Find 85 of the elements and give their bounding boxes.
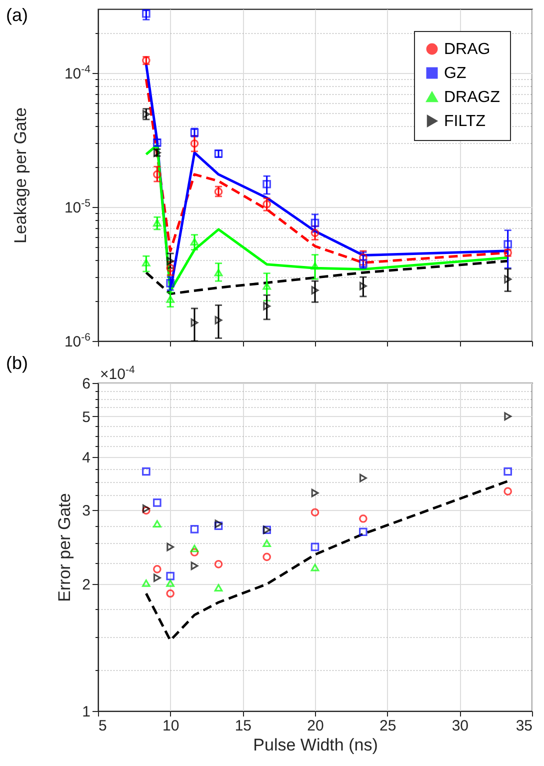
point	[504, 412, 512, 421]
y-tick-label: 5	[82, 408, 90, 426]
point	[166, 296, 174, 303]
point	[142, 506, 150, 515]
point	[166, 542, 174, 552]
point	[153, 498, 162, 507]
point	[153, 520, 162, 528]
point	[142, 467, 150, 476]
point	[166, 279, 174, 288]
y-tick-label: 10$^{-6}$	[64, 332, 91, 350]
point	[153, 565, 162, 574]
point	[359, 253, 368, 262]
point	[310, 262, 320, 270]
point	[262, 540, 271, 547]
point	[153, 219, 162, 227]
point	[166, 264, 174, 272]
x-tick-label: 25	[379, 718, 396, 734]
point	[190, 318, 198, 327]
point	[153, 574, 161, 582]
point	[166, 579, 174, 587]
chart-title: (a)	[6, 5, 28, 25]
point	[310, 228, 320, 238]
point	[214, 584, 223, 592]
point	[214, 268, 223, 276]
point	[359, 259, 368, 268]
point	[504, 240, 512, 248]
x-tick-label: 5	[98, 718, 107, 734]
point	[359, 282, 367, 290]
point	[142, 9, 150, 18]
point	[262, 180, 271, 188]
point	[311, 488, 319, 498]
x-axis-title: Pulse Width (ns)	[253, 736, 378, 754]
point	[190, 139, 199, 148]
point	[310, 542, 320, 552]
y-tick-label: 1	[82, 704, 90, 720]
point	[190, 238, 199, 246]
y-tick-label: 6	[82, 376, 90, 392]
point	[166, 589, 174, 598]
point	[262, 200, 271, 208]
point	[142, 258, 150, 266]
point	[262, 282, 271, 290]
legend-label: DRAGZ	[444, 89, 500, 106]
point	[504, 275, 512, 284]
point	[190, 548, 199, 556]
point	[310, 218, 320, 228]
chart-title: (b)	[6, 353, 28, 373]
x-tick-label: 10	[162, 718, 180, 734]
point	[263, 302, 271, 310]
point	[214, 522, 223, 530]
y-tick-label: 2	[82, 576, 90, 594]
line-series	[144, 480, 510, 642]
text: ×10$^{-4}$	[100, 364, 135, 383]
y-tick-label: 10$^{-5}$	[64, 197, 91, 216]
point	[310, 564, 320, 572]
y-tick-label: 10$^{-4}$	[64, 63, 91, 82]
point	[504, 467, 512, 476]
point	[504, 487, 512, 496]
point	[190, 525, 199, 534]
y-axis-title: Leakage per Gate	[10, 107, 30, 244]
x-tick-label: 30	[452, 718, 469, 734]
point	[166, 256, 174, 266]
point	[190, 562, 198, 570]
point	[359, 514, 368, 523]
legend-label: GZ	[444, 65, 466, 82]
x-tick-label: 35	[516, 718, 532, 734]
point	[153, 170, 162, 179]
point	[166, 572, 174, 580]
point	[311, 286, 319, 294]
legend-label: FILTZ	[444, 113, 486, 130]
legend-label: DRAG	[444, 41, 490, 58]
point	[214, 316, 222, 324]
y-tick-label: 4	[82, 450, 90, 467]
y-axis-title: Error per Gate	[55, 493, 74, 602]
point	[262, 552, 271, 562]
point	[359, 474, 367, 482]
y-tick-label: 3	[82, 502, 90, 520]
x-tick-label: 20	[307, 718, 324, 734]
point	[142, 579, 150, 587]
point	[310, 508, 320, 516]
point	[214, 188, 223, 196]
point	[214, 560, 223, 568]
point	[142, 110, 150, 118]
x-tick-label: 15	[234, 718, 252, 734]
point	[190, 544, 199, 552]
point	[359, 528, 368, 536]
